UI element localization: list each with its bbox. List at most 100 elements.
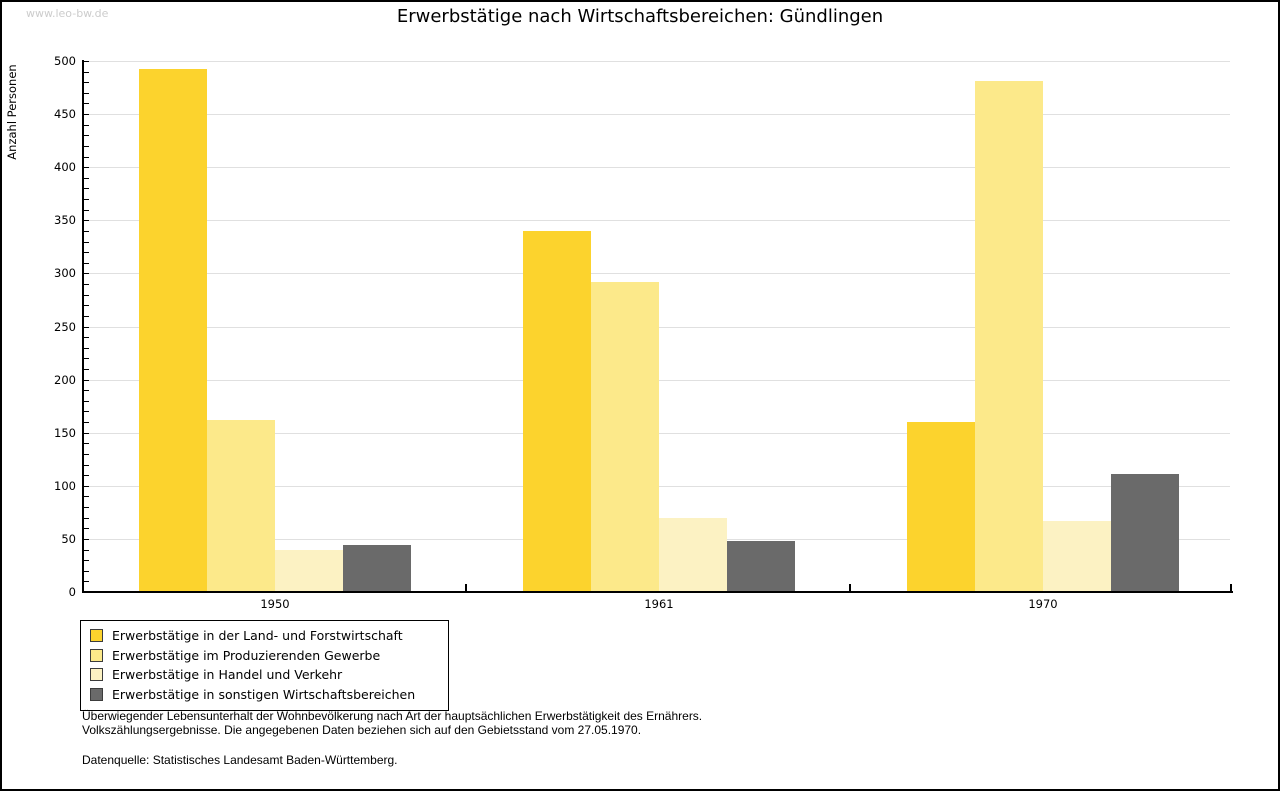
y-minor-tick (84, 262, 89, 264)
bar-1950-series-2 (207, 420, 275, 592)
y-minor-tick (84, 124, 89, 126)
y-tick-label-200: 200 (54, 372, 76, 387)
watermark: www.leo-bw.de (26, 7, 109, 20)
bar-1950-series-4 (343, 545, 411, 592)
y-minor-tick (84, 485, 89, 487)
y-minor-tick (84, 252, 89, 254)
y-minor-tick (84, 560, 89, 562)
bar-1961-series-2 (591, 282, 659, 592)
y-axis-line (82, 60, 84, 593)
y-minor-tick (84, 422, 89, 424)
legend-label-3: Erwerbstätige in Handel und Verkehr (112, 667, 343, 683)
y-tick-label-500: 500 (54, 54, 76, 68)
y-minor-tick (84, 284, 89, 286)
legend-label-4: Erwerbstätige in sonstigen Wirtschaftsbe… (112, 686, 416, 702)
bar-1961-series-4 (727, 541, 795, 592)
chart-title: Erwerbstätige nach Wirtschaftsbereichen:… (396, 6, 884, 27)
gridline-350 (84, 220, 1230, 222)
y-minor-tick (84, 220, 89, 222)
bar-1961-series-3 (659, 518, 727, 592)
y-minor-tick (84, 390, 89, 392)
legend-swatch-2 (90, 648, 103, 662)
gridline-400 (84, 167, 1230, 169)
y-minor-tick (84, 156, 89, 158)
y-minor-tick (84, 400, 89, 402)
legend-label-1: Erwerbstätige in der Land- und Forstwirt… (112, 628, 403, 644)
y-minor-tick (84, 538, 89, 540)
y-minor-tick (84, 347, 89, 349)
y-minor-tick (84, 188, 89, 190)
y-minor-tick (84, 443, 89, 445)
bar-1970-series-3 (1043, 521, 1111, 592)
y-minor-tick (84, 92, 89, 94)
legend: Erwerbstätige in der Land- und Forstwirt… (80, 620, 449, 711)
y-minor-tick (84, 581, 89, 583)
y-minor-tick (84, 358, 89, 360)
legend-label-2: Erwerbstätige im Produzierenden Gewerbe (112, 647, 381, 663)
data-source: Datenquelle: Statistisches Landesamt Bad… (82, 753, 398, 767)
y-minor-tick (84, 570, 89, 572)
y-axis-title: Anzahl Personen (5, 64, 19, 160)
gridline-500 (84, 61, 1230, 62)
y-minor-tick (84, 82, 89, 84)
gridline-300 (84, 273, 1230, 275)
legend-item-2: Erwerbstätige im Produzierenden Gewerbe (90, 646, 439, 666)
bar-1961-series-1 (523, 231, 591, 592)
y-tick-label-300: 300 (54, 266, 76, 281)
x-axis-end-tick (1230, 584, 1232, 591)
y-minor-tick (84, 432, 89, 434)
y-minor-tick (84, 241, 89, 243)
legend-swatch-4 (90, 687, 103, 701)
x-tick-label-1961: 1961 (644, 597, 674, 611)
legend-swatch-1 (90, 629, 103, 643)
y-minor-tick (84, 379, 89, 381)
x-tick-label-1950: 1950 (260, 597, 290, 611)
y-tick-label-350: 350 (54, 213, 76, 228)
y-tick-label-450: 450 (54, 107, 76, 122)
y-minor-tick (84, 135, 89, 137)
y-tick-label-250: 250 (54, 319, 76, 334)
y-minor-tick (84, 315, 89, 317)
y-minor-tick (84, 199, 89, 201)
y-minor-tick (84, 507, 89, 509)
legend-item-3: Erwerbstätige in Handel und Verkehr (90, 665, 439, 685)
y-tick-label-150: 150 (54, 425, 76, 440)
y-tick-label-0: 0 (68, 585, 76, 599)
bar-1970-series-1 (907, 422, 975, 592)
y-minor-tick (84, 411, 89, 413)
footnote: Überwiegender Lebensunterhalt der Wohnbe… (82, 709, 702, 737)
y-minor-tick (84, 209, 89, 211)
y-minor-tick (84, 326, 89, 328)
y-minor-tick (84, 294, 89, 296)
legend-item-1: Erwerbstätige in der Land- und Forstwirt… (90, 626, 439, 646)
gridline-450 (84, 114, 1230, 116)
x-group-boundary-tick (849, 584, 851, 591)
footnote-line-2: Volkszählungsergebnisse. Die angegebenen… (82, 722, 642, 737)
y-tick-label-400: 400 (54, 160, 76, 175)
y-minor-tick (84, 549, 89, 551)
y-tick-label-100: 100 (54, 478, 76, 493)
y-minor-tick (84, 167, 89, 169)
y-minor-tick (84, 517, 89, 519)
y-minor-tick (84, 305, 89, 307)
bar-1970-series-2 (975, 81, 1043, 592)
plot-area (83, 61, 1232, 592)
y-minor-tick (84, 496, 89, 498)
y-minor-tick (84, 103, 89, 105)
x-tick-label-1970: 1970 (1028, 597, 1058, 611)
y-minor-tick (84, 71, 89, 73)
y-minor-tick (84, 61, 89, 62)
y-minor-tick (84, 177, 89, 179)
bar-1950-series-3 (275, 550, 343, 592)
y-minor-tick (84, 528, 89, 530)
y-minor-tick (84, 453, 89, 455)
legend-item-4: Erwerbstätige in sonstigen Wirtschaftsbe… (90, 685, 439, 705)
y-minor-tick (84, 273, 89, 275)
y-minor-tick (84, 337, 89, 339)
y-minor-tick (84, 230, 89, 232)
x-group-boundary-tick (465, 584, 467, 591)
x-axis-line (82, 591, 1233, 593)
y-tick-label-50: 50 (61, 531, 76, 546)
legend-swatch-3 (90, 668, 103, 682)
